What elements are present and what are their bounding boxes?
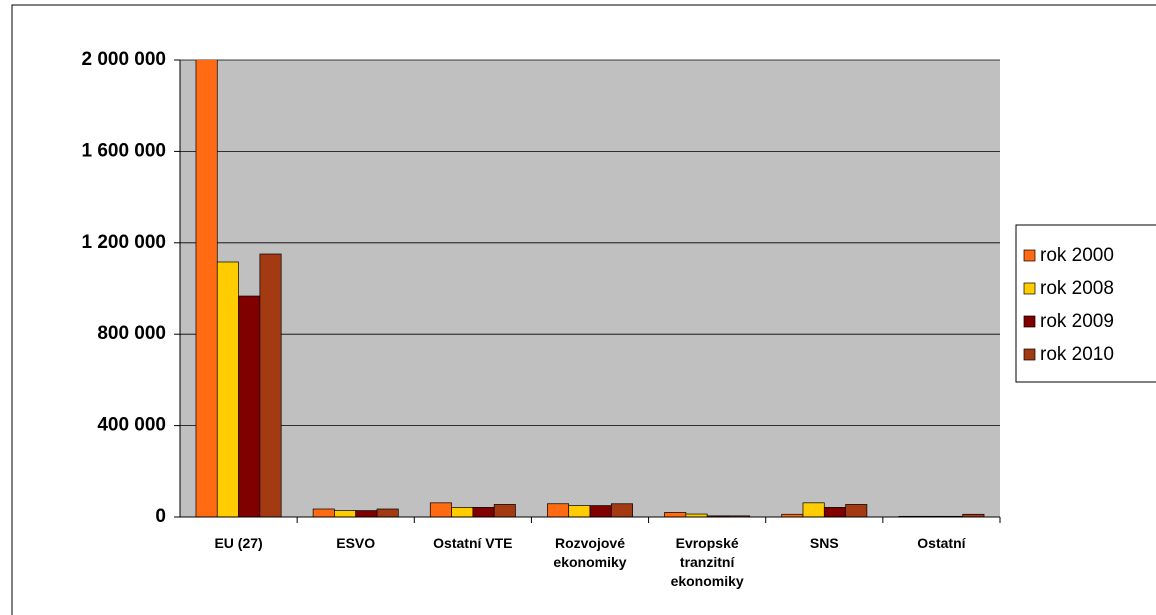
bar <box>259 253 282 518</box>
bar <box>664 512 687 518</box>
y-tick-label: 0 <box>155 506 166 527</box>
y-tick-label: 1 200 000 <box>81 232 166 253</box>
legend-swatch <box>1023 315 1036 328</box>
x-tick-label: EU (27) <box>214 535 263 551</box>
legend-label: rok 2008 <box>1040 278 1114 299</box>
bar <box>451 507 474 518</box>
bar <box>589 505 612 518</box>
bar <box>238 295 261 518</box>
x-tick-label: Ostatní VTE <box>433 535 513 551</box>
bar <box>355 510 378 518</box>
bar <box>216 261 239 518</box>
bar <box>845 504 868 518</box>
bar <box>334 510 357 518</box>
bar <box>429 502 452 518</box>
x-tick-label: Rozvojové ekonomiky <box>553 535 627 570</box>
y-tick-label: 400 000 <box>97 415 166 436</box>
bar <box>472 507 495 518</box>
bar <box>547 503 570 518</box>
bar <box>823 507 846 518</box>
plot-area <box>180 60 1000 517</box>
bar <box>312 508 335 518</box>
legend-swatch <box>1023 249 1036 262</box>
x-tick-label: SNS <box>809 535 839 551</box>
x-tick-label: Ostatní <box>917 535 966 551</box>
y-tick-label: 1 600 000 <box>81 140 166 161</box>
y-tick-label: 2 000 000 <box>81 49 166 70</box>
legend-label: rok 2010 <box>1040 344 1114 365</box>
bar <box>568 505 591 518</box>
legend-label: rok 2000 <box>1040 245 1114 266</box>
y-tick-label: 800 000 <box>97 323 166 344</box>
bar <box>493 504 516 518</box>
legend-swatch <box>1023 348 1036 361</box>
bar <box>376 508 399 518</box>
legend-swatch <box>1023 282 1036 295</box>
bar <box>195 60 218 518</box>
bar <box>610 503 633 518</box>
legend-label: rok 2009 <box>1040 311 1114 332</box>
x-tick-label: ESVO <box>336 535 376 551</box>
x-tick-label: Evropské tranzitní ekonomiky <box>670 535 744 589</box>
legend-box <box>1015 224 1156 383</box>
bar <box>802 502 825 518</box>
